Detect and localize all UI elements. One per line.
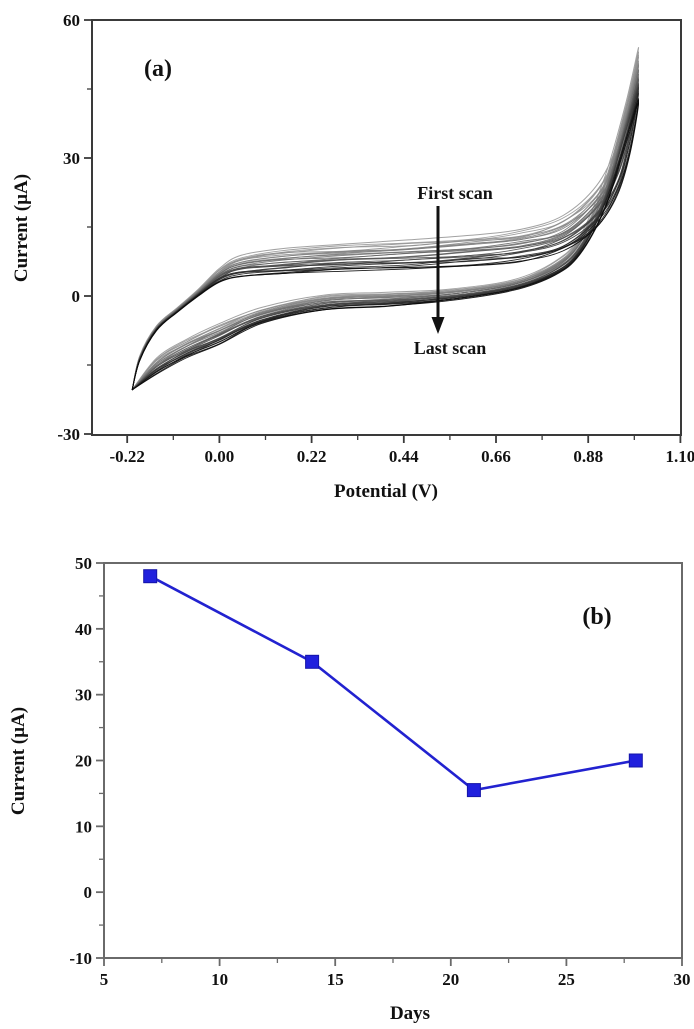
days-current-line (149, 575, 637, 792)
panel-b-y-tick-label: 40 (75, 620, 92, 639)
panel-b-y-tick-label: 20 (75, 752, 92, 771)
days-current-marker (466, 783, 481, 798)
panel-a-x-axis-label: Potential (V) (334, 481, 438, 502)
panel-b-y-tick-label: 30 (75, 686, 92, 705)
panel-a-y-tick-label: 0 (72, 287, 81, 306)
scan-direction-arrow-head (431, 317, 445, 334)
panel-b-x-axis-label: Days (390, 1003, 430, 1024)
panel-b-x-tick-label: 15 (327, 970, 344, 989)
panel-a-x-tick-label: 1.10 (666, 447, 694, 466)
panel-a-label: (a) (144, 56, 172, 82)
panel-a-x-tick-label: 0.22 (297, 447, 327, 466)
panel-a-y-tick-label: 60 (63, 11, 80, 30)
cv-scan-curve (131, 69, 639, 391)
days-current-marker (143, 569, 158, 584)
panel-a-x-tick-label: 0.66 (481, 447, 511, 466)
panel-a-y-tick-label: 30 (63, 149, 80, 168)
panel-a-y-axis-label: Current (µA) (11, 174, 32, 282)
cv-scan-curve (131, 69, 639, 391)
days-current-marker (305, 654, 320, 669)
panel-a-x-tick-label: 0.00 (205, 447, 235, 466)
first-scan-annotation: First scan (417, 183, 493, 203)
panel-b-x-tick-label: 25 (558, 970, 575, 989)
cv-scan-bundle (131, 47, 640, 391)
panel-a-x-tick-label: 0.88 (573, 447, 603, 466)
panel-b-y-tick-label: -10 (69, 949, 92, 968)
panel-b-y-tick-label: 0 (84, 883, 93, 902)
panel-b-y-axis-label: Current (µA) (8, 707, 29, 815)
last-scan-annotation: Last scan (414, 338, 487, 358)
panel-b-x-tick-label: 5 (100, 970, 109, 989)
cv-last-scan-curve (131, 102, 639, 391)
cv-scan-curve (131, 92, 639, 391)
panel-a-chart: -0.22 0.00 0.22 0.44 0.66 0.88 1.10 -30 0 30 60 Pot… (11, 11, 694, 502)
panel-b-y-tick-label: 50 (75, 554, 92, 573)
panel-a-y-tick-label: -30 (57, 425, 80, 444)
panel-b-y-tick-label: 10 (75, 817, 92, 836)
panel-a-x-tick-label: 0.44 (389, 447, 419, 466)
panel-b-label: (b) (582, 604, 611, 630)
panel-b-chart: 5 10 15 20 25 30 -10 0 10 20 30 40 50 Days Current (µA… (8, 554, 691, 1024)
panel-a-x-tick-label: -0.22 (109, 447, 144, 466)
panel-b-x-tick-label: 30 (674, 970, 691, 989)
cv-scan-curve (131, 69, 639, 391)
panel-b-x-tick-label: 20 (442, 970, 459, 989)
days-current-marker (628, 753, 643, 768)
panel-b-x-tick-label: 10 (211, 970, 228, 989)
